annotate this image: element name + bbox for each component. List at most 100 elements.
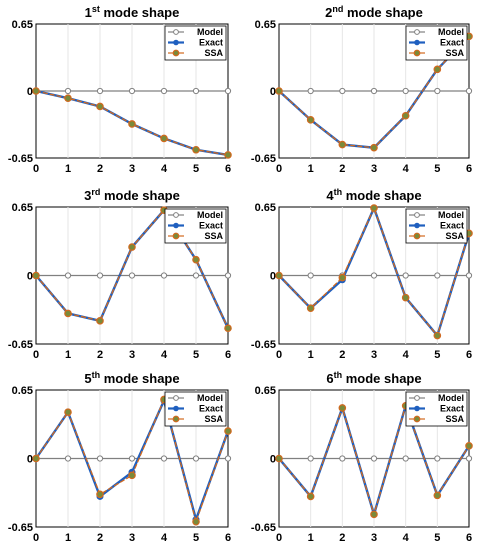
x-tick-label: 2 <box>97 532 103 544</box>
ssa-point <box>128 120 136 128</box>
legend-label: Exact <box>199 404 223 414</box>
ssa-point <box>128 471 136 480</box>
x-tick-label: 4 <box>161 532 168 544</box>
x-tick-label: 2 <box>339 532 345 544</box>
model-point <box>465 87 473 95</box>
legend-swatch-marker <box>173 222 179 229</box>
ssa-point <box>32 87 40 95</box>
ssa-point <box>96 317 104 325</box>
model-point <box>160 272 168 279</box>
x-tick-label: 0 <box>276 163 282 175</box>
x-tick-label: 6 <box>466 532 472 544</box>
x-tick-label: 1 <box>308 349 314 361</box>
model-point <box>128 272 136 279</box>
x-tick-label: 1 <box>308 532 314 544</box>
legend-label: SSA <box>445 414 464 424</box>
legend-label: Exact <box>199 221 223 231</box>
model-point <box>465 272 473 279</box>
legend-swatch-marker <box>172 415 180 423</box>
x-tick-label: 4 <box>161 163 168 175</box>
model-point <box>192 272 200 279</box>
panel-title: 2nd mode shape <box>325 4 423 20</box>
y-tick-label: 0 <box>270 454 276 466</box>
y-tick-label: 0 <box>270 271 276 283</box>
legend-swatch-marker <box>173 395 179 401</box>
ssa-point <box>128 243 136 251</box>
ssa-point <box>224 151 232 159</box>
ssa-point <box>96 102 104 111</box>
ssa-point <box>306 492 315 501</box>
y-tick-label: 0.65 <box>255 19 276 31</box>
model-point <box>96 272 104 279</box>
x-tick-label: 3 <box>129 163 135 175</box>
ssa-point <box>465 442 473 450</box>
legend-label: Exact <box>440 221 464 231</box>
x-tick-label: 3 <box>371 532 377 544</box>
model-point <box>402 87 409 95</box>
legend-label: SSA <box>204 231 223 241</box>
ssa-point <box>433 491 442 500</box>
legend-label: Model <box>438 27 464 37</box>
model-point <box>128 87 136 95</box>
x-tick-label: 5 <box>193 163 199 175</box>
model-point <box>64 87 72 95</box>
y-tick-label: -0.65 <box>251 339 276 351</box>
legend-swatch-marker <box>414 222 420 229</box>
legend-label: SSA <box>204 414 223 424</box>
ssa-point <box>433 65 442 74</box>
ssa-point <box>275 454 283 463</box>
legend-label: Exact <box>199 38 223 48</box>
x-tick-label: 4 <box>161 349 168 361</box>
ssa-point <box>338 404 347 412</box>
legend-label: Model <box>197 27 223 37</box>
x-tick-label: 3 <box>129 532 135 544</box>
model-point <box>307 87 314 95</box>
x-tick-label: 5 <box>434 349 440 361</box>
x-tick-label: 2 <box>339 349 345 361</box>
y-tick-label: -0.65 <box>8 339 33 351</box>
model-point <box>370 455 378 462</box>
model-point <box>307 455 314 462</box>
ssa-point <box>192 255 200 264</box>
x-tick-label: 3 <box>129 349 135 361</box>
x-tick-label: 1 <box>308 163 314 175</box>
panel-title: 1st mode shape <box>85 4 180 20</box>
x-tick-label: 1 <box>65 349 71 361</box>
ssa-point <box>275 271 283 280</box>
model-point <box>224 455 232 462</box>
model-point <box>64 455 72 462</box>
ssa-point <box>192 517 200 526</box>
y-tick-label: -0.65 <box>251 522 276 534</box>
model-point <box>160 455 168 462</box>
y-tick-label: 0 <box>27 454 33 466</box>
legend-swatch-marker <box>414 405 420 412</box>
model-point <box>339 455 346 462</box>
ssa-point <box>275 87 283 95</box>
ssa-point <box>224 427 232 435</box>
ssa-point <box>32 271 40 280</box>
y-tick-label: 0 <box>27 86 33 98</box>
model-point <box>96 87 104 95</box>
y-tick-label: 0.65 <box>12 202 33 214</box>
x-tick-label: 2 <box>97 349 103 361</box>
x-tick-label: 6 <box>466 163 472 175</box>
x-tick-label: 5 <box>193 349 199 361</box>
legend-swatch-marker <box>172 232 180 240</box>
model-point <box>434 455 441 462</box>
model-point <box>434 272 441 279</box>
model-point <box>402 455 409 462</box>
legend-swatch-marker <box>172 49 180 57</box>
panel-title: 6th mode shape <box>326 370 421 386</box>
legend-label: SSA <box>445 48 464 58</box>
ssa-point <box>192 145 200 154</box>
x-tick-label: 2 <box>339 163 345 175</box>
legend-swatch-marker <box>173 39 179 46</box>
legend-label: Model <box>197 210 223 220</box>
y-tick-label: 0.65 <box>12 385 33 397</box>
x-tick-label: 4 <box>403 532 410 544</box>
x-tick-label: 0 <box>276 532 282 544</box>
model-point <box>160 87 168 95</box>
x-tick-label: 6 <box>225 163 231 175</box>
